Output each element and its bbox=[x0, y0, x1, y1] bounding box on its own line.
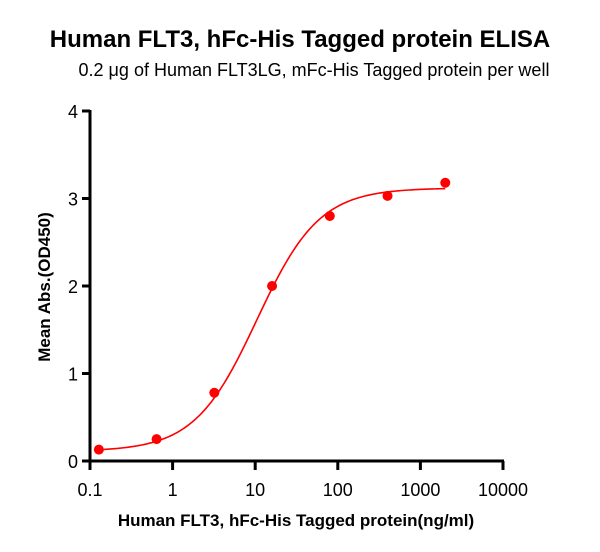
y-tick-label: 2 bbox=[68, 277, 78, 297]
fit-curve bbox=[98, 187, 446, 451]
x-tick-label: 10000 bbox=[478, 480, 528, 500]
x-axis-title: Human FLT3, hFc-His Tagged protein(ng/ml… bbox=[118, 511, 474, 530]
data-points bbox=[93, 177, 451, 455]
data-point bbox=[209, 387, 220, 398]
x-tick-label: 100 bbox=[323, 480, 353, 500]
x-tick-label: 0.1 bbox=[77, 480, 102, 500]
y-axis-title: Mean Abs.(OD450) bbox=[35, 212, 54, 362]
chart-subtitle: 0.2 μg of Human FLT3LG, mFc-His Tagged p… bbox=[78, 60, 550, 80]
chart-title: Human FLT3, hFc-His Tagged protein ELISA bbox=[49, 26, 551, 53]
x-tick-label: 1000 bbox=[400, 480, 440, 500]
data-point bbox=[324, 211, 335, 221]
y-tick-label: 3 bbox=[68, 190, 78, 210]
data-point bbox=[93, 444, 104, 455]
x-tick-label: 1 bbox=[168, 480, 178, 500]
data-point bbox=[440, 177, 451, 188]
data-point bbox=[151, 434, 162, 445]
y-tick-label: 1 bbox=[68, 365, 78, 385]
data-point bbox=[267, 281, 278, 291]
y-tick-label: 4 bbox=[68, 102, 78, 122]
axes: 0 1 2 3 4 0.1 1 10 100 1000 10000 bbox=[68, 102, 528, 500]
y-tick-label: 0 bbox=[68, 452, 78, 472]
data-point bbox=[382, 190, 393, 201]
x-tick-label: 10 bbox=[245, 480, 265, 500]
